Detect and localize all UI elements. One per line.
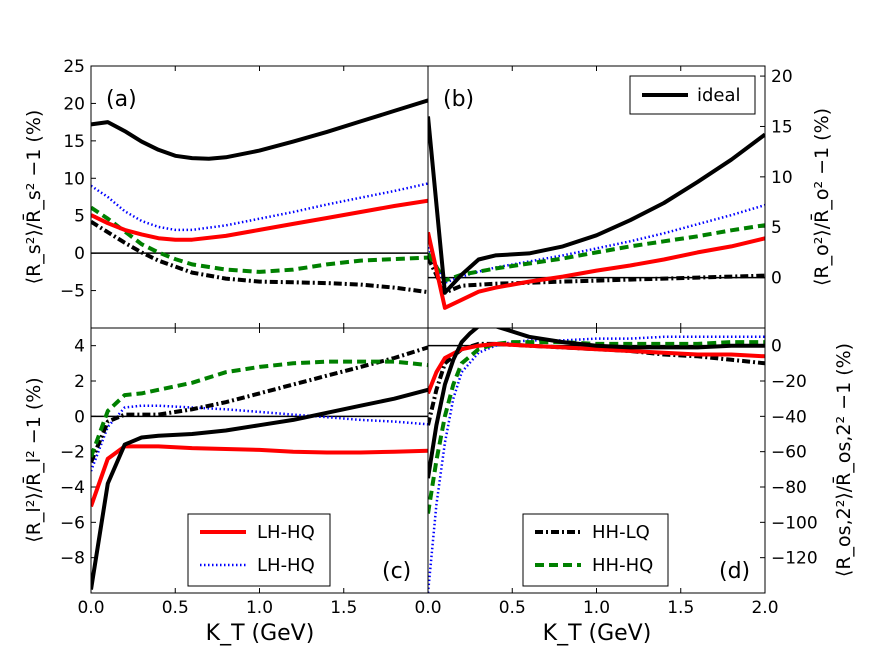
y-tick-label: 20 (771, 67, 793, 87)
series-line-lh-hq-solid-red (428, 231, 765, 310)
series-line-lh-hq-solid-red (91, 444, 428, 508)
series-line-ideal-solid-black (91, 387, 428, 590)
legend-label-hh-hq: HH-HQ (592, 555, 653, 576)
series-line-hh-hq-dashed-green (91, 359, 428, 458)
y-tick-label: −40 (771, 407, 807, 427)
ylabel-d: ⟨R_os,2²⟩/R̄_os,2² −1 (%) (831, 343, 855, 577)
series-line-ideal-solid-black (428, 328, 765, 479)
ylabel-b: ⟨R_o²⟩/R̄_o² −1 (%) (809, 108, 833, 286)
y-tick-label: 25 (63, 57, 85, 77)
y-tick-label: 5 (771, 218, 782, 238)
x-tick-label: 1.5 (667, 598, 694, 618)
ylabel-c: ⟨R_l²⟩/R̄_l² −1 (%) (21, 377, 45, 542)
y-tick-label: −20 (771, 372, 807, 392)
y-tick-label: 10 (771, 168, 793, 188)
panel-label-b: (b) (443, 87, 474, 112)
panel-c: −8 −6 −4 −2 0 2 4 0.0 0.5 1.0 1.5 0.0 (60, 328, 442, 618)
y-tick-label: 4 (74, 337, 85, 357)
x-tick-label: 0.0 (77, 598, 104, 618)
x-tick-label: 0.5 (499, 598, 526, 618)
y-tick-label: 15 (771, 117, 793, 137)
series-line-lh-hq-dotted-blue (91, 404, 428, 472)
legend-label-lh-hq-blue: LH-HQ (257, 555, 315, 576)
y-tick-label: 15 (63, 132, 85, 152)
y-tick-label: 0 (74, 407, 85, 427)
ylabel-a: ⟨R_s²⟩/R̄_s² −1 (%) (21, 110, 45, 285)
xlabel-left: K_T (GeV) (206, 621, 315, 646)
legend-d: HH-LQ HH-HQ (522, 513, 669, 587)
panel-a: −5 0 5 10 15 20 25 (60, 57, 429, 328)
series-line-hh-hq-dashed-green (91, 205, 428, 274)
legend-label-lh-hq-red: LH-HQ (257, 522, 315, 543)
y-tick-label: −120 (771, 549, 818, 569)
y-tick-label: −80 (771, 478, 807, 498)
series-line-lh-hq-solid-red (428, 341, 765, 395)
x-tick-label: 0.0 (414, 598, 441, 618)
series-line-ideal-solid-black (428, 116, 765, 295)
legend-c: LH-HQ LH-HQ (187, 513, 331, 587)
panel-label-c: (c) (382, 559, 411, 584)
series-line-hh-lq-dashdot-black (91, 345, 428, 464)
x-tick-label: 0.5 (162, 598, 189, 618)
y-tick-label: 0 (771, 269, 782, 289)
panel-d-frame (427, 327, 766, 594)
panel-d: −120 −100 −80 −60 −40 −20 0 0.5 1.0 1.5 2.0 (427, 328, 818, 618)
y-tick-label: −5 (60, 282, 85, 302)
y-tick-label: −4 (60, 478, 85, 498)
legend-b: ideal (629, 75, 756, 115)
x-tick-label: 2.0 (751, 598, 778, 618)
series-line-lh-hq-dotted-blue (91, 182, 428, 232)
panel-a-frame (90, 65, 429, 329)
legend-label-ideal: ideal (697, 85, 741, 106)
y-tick-label: 5 (74, 207, 85, 227)
panel-label-d: (d) (719, 559, 750, 584)
y-tick-label: 10 (63, 169, 85, 189)
series-line-ideal-solid-black (91, 98, 428, 161)
series-line-hh-hq-dashed-green (428, 340, 765, 514)
x-tick-label: 1.0 (583, 598, 610, 618)
y-tick-label: −100 (771, 513, 818, 533)
y-tick-label: 0 (771, 337, 782, 357)
series-line-lh-hq-solid-red (91, 198, 428, 242)
panel-label-a: (a) (106, 87, 137, 112)
y-tick-label: −6 (60, 513, 85, 533)
y-tick-label: 2 (74, 372, 85, 392)
xlabel-right: K_T (GeV) (543, 621, 652, 646)
y-tick-label: 20 (63, 94, 85, 114)
legend-label-hh-lq: HH-LQ (592, 522, 650, 543)
series-line-hh-lq-dashdot-black (428, 256, 765, 295)
y-tick-label: −60 (771, 443, 807, 463)
series-line-hh-lq-dashdot-black (91, 220, 428, 295)
y-tick-label: 0 (74, 244, 85, 264)
panel-b: 0 5 10 15 20 (427, 66, 793, 328)
y-tick-label: −8 (60, 549, 85, 569)
x-tick-label: 1.0 (246, 598, 273, 618)
x-tick-label: 1.5 (330, 598, 357, 618)
y-tick-label: −2 (60, 443, 85, 463)
